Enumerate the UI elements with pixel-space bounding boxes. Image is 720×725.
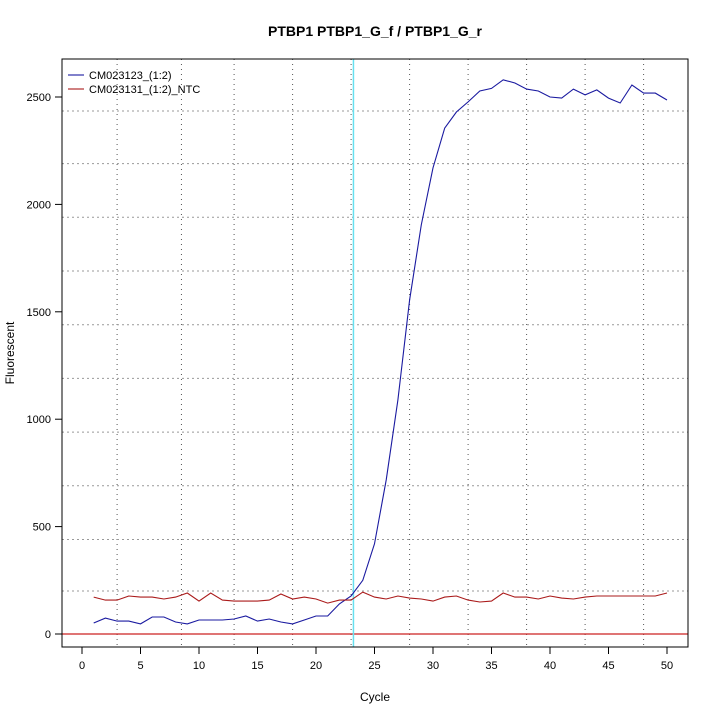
x-axis-label: Cycle bbox=[360, 690, 390, 704]
legend: CM023123_(1:2) CM023131_(1:2)_NTC bbox=[68, 70, 200, 96]
x-tick-label: 5 bbox=[137, 660, 143, 672]
y-tick-label: 1500 bbox=[27, 307, 51, 319]
y-tick-label: 500 bbox=[33, 522, 51, 534]
legend-label: CM023131_(1:2)_NTC bbox=[89, 84, 200, 96]
y-tick-label: 1000 bbox=[27, 414, 51, 426]
series-line-2 bbox=[93, 591, 668, 604]
chart-title: PTBP1 PTBP1_G_f / PTBP1_G_r bbox=[268, 23, 483, 39]
series-line-1 bbox=[93, 79, 668, 625]
y-tick-label: 2000 bbox=[27, 199, 51, 211]
series-group bbox=[93, 79, 668, 625]
x-tick-label: 50 bbox=[661, 660, 673, 672]
x-tick-label: 15 bbox=[251, 660, 263, 672]
x-tick-label: 10 bbox=[193, 660, 205, 672]
plot-frame bbox=[61, 58, 689, 648]
x-tick-label: 45 bbox=[602, 660, 614, 672]
y-axis-label: Fluorescent bbox=[3, 321, 17, 384]
x-tick-label: 40 bbox=[544, 660, 556, 672]
x-tick-label: 35 bbox=[485, 660, 497, 672]
legend-label: CM023123_(1:2) bbox=[89, 70, 172, 82]
y-tick-label: 0 bbox=[45, 629, 51, 641]
x-tick-label: 0 bbox=[79, 660, 85, 672]
x-tick-label: 20 bbox=[310, 660, 322, 672]
x-tick-label: 30 bbox=[427, 660, 439, 672]
x-tick-label: 25 bbox=[368, 660, 380, 672]
grid bbox=[62, 59, 688, 647]
y-tick-label: 2500 bbox=[27, 92, 51, 104]
